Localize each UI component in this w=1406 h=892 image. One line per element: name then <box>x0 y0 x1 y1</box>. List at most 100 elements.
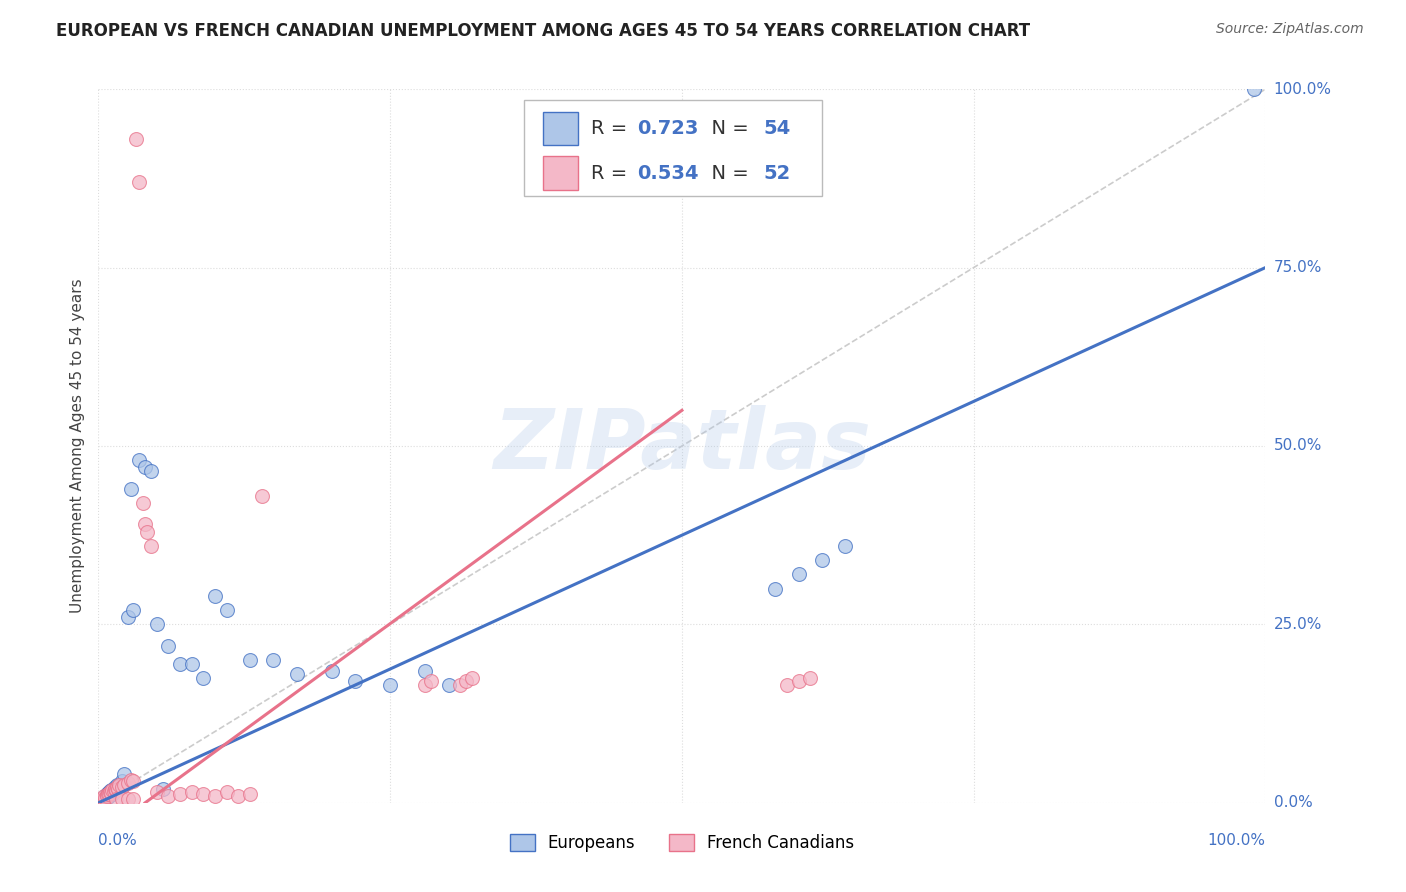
Point <box>834 539 856 553</box>
Point <box>93 791 115 805</box>
Point <box>97 785 120 799</box>
Point <box>96 789 118 804</box>
Point <box>111 774 134 789</box>
Point <box>250 489 273 503</box>
Point <box>180 657 202 671</box>
Point <box>93 790 115 805</box>
Point <box>104 780 127 794</box>
Point <box>90 792 112 806</box>
Point <box>449 678 471 692</box>
Point <box>94 790 117 805</box>
Text: 0.723: 0.723 <box>637 119 699 138</box>
Point <box>101 783 124 797</box>
Point <box>91 790 114 805</box>
Point <box>97 786 120 800</box>
Text: Source: ZipAtlas.com: Source: ZipAtlas.com <box>1216 22 1364 37</box>
Text: 0.0%: 0.0% <box>1274 796 1312 810</box>
Point <box>146 785 169 799</box>
Point <box>98 784 121 798</box>
Point <box>380 678 402 692</box>
Point <box>97 789 120 803</box>
Point <box>136 524 159 539</box>
Point <box>100 783 122 797</box>
Point <box>112 778 135 792</box>
Point <box>139 464 162 478</box>
Point <box>787 567 810 582</box>
Point <box>811 553 834 567</box>
Point <box>134 517 156 532</box>
Text: 100.0%: 100.0% <box>1208 833 1265 848</box>
Point <box>104 783 127 797</box>
Point <box>228 789 250 803</box>
Text: 100.0%: 100.0% <box>1274 82 1331 96</box>
Point <box>101 787 124 801</box>
Point <box>103 781 125 796</box>
Point <box>104 781 127 796</box>
Point <box>193 671 215 685</box>
Point <box>97 789 120 804</box>
Point <box>91 791 114 805</box>
Point <box>204 589 226 603</box>
Text: R =: R = <box>591 119 633 138</box>
Point <box>1243 82 1265 96</box>
Point <box>94 791 117 805</box>
Point <box>285 667 308 681</box>
Point <box>799 671 821 685</box>
Point <box>344 674 367 689</box>
Point <box>103 784 125 798</box>
Point <box>90 793 112 807</box>
Point <box>97 787 120 801</box>
Point <box>94 789 117 803</box>
Point <box>117 610 139 624</box>
Point <box>454 674 477 689</box>
Point <box>776 678 799 692</box>
Point <box>128 453 150 467</box>
Text: N =: N = <box>699 163 755 183</box>
Point <box>108 778 131 792</box>
Point <box>90 793 112 807</box>
FancyBboxPatch shape <box>524 100 823 196</box>
Point <box>437 678 460 692</box>
Text: N =: N = <box>699 119 755 138</box>
Point <box>122 603 145 617</box>
Point <box>105 778 128 792</box>
Text: 50.0%: 50.0% <box>1274 439 1322 453</box>
Point <box>111 780 134 794</box>
Point <box>169 657 191 671</box>
Point <box>104 783 127 797</box>
Point <box>107 781 129 796</box>
Point <box>152 781 174 796</box>
Point <box>169 787 191 801</box>
Text: 54: 54 <box>763 119 790 138</box>
Point <box>128 175 150 189</box>
Point <box>112 767 135 781</box>
Point <box>107 781 129 796</box>
Point <box>100 787 122 801</box>
Point <box>413 664 436 678</box>
FancyBboxPatch shape <box>543 112 578 145</box>
Point <box>98 785 121 799</box>
FancyBboxPatch shape <box>543 156 578 190</box>
Text: R =: R = <box>591 163 633 183</box>
Text: ZIPatlas: ZIPatlas <box>494 406 870 486</box>
Point <box>111 792 134 806</box>
Point <box>108 778 131 792</box>
Text: 75.0%: 75.0% <box>1274 260 1322 275</box>
Point <box>125 132 148 146</box>
Point <box>239 787 262 801</box>
Point <box>120 772 142 787</box>
Point <box>787 674 810 689</box>
Point <box>117 776 139 790</box>
Point <box>204 789 226 803</box>
Text: EUROPEAN VS FRENCH CANADIAN UNEMPLOYMENT AMONG AGES 45 TO 54 YEARS CORRELATION C: EUROPEAN VS FRENCH CANADIAN UNEMPLOYMENT… <box>56 22 1031 40</box>
Text: 0.0%: 0.0% <box>98 833 138 848</box>
Point <box>193 787 215 801</box>
Point <box>239 653 262 667</box>
Point <box>93 789 115 804</box>
Point <box>104 792 127 806</box>
Point <box>215 603 238 617</box>
Point <box>461 671 484 685</box>
Point <box>90 792 112 806</box>
Text: 25.0%: 25.0% <box>1274 617 1322 632</box>
Point <box>122 774 145 789</box>
